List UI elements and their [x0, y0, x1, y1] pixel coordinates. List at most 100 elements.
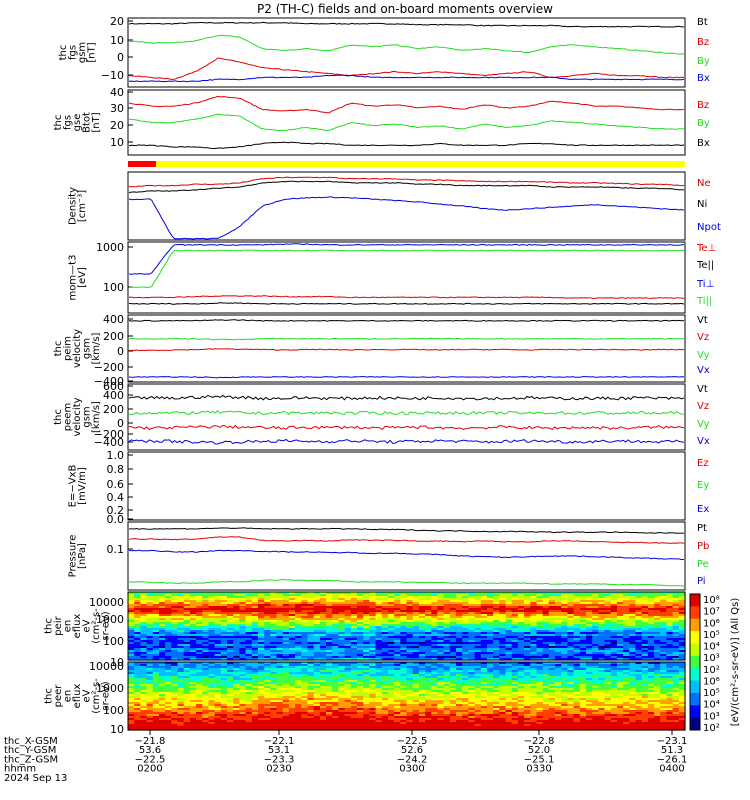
- spectrogram-cell: [474, 694, 482, 697]
- spectrogram-cell: [220, 614, 228, 617]
- spectrogram-cell: [425, 640, 432, 643]
- spectrogram-cell: [134, 612, 141, 615]
- spectrogram-cell: [412, 696, 420, 699]
- spectrogram-cell: [610, 650, 618, 653]
- spectrogram-cell: [134, 596, 141, 599]
- spectrogram-cell: [338, 606, 346, 609]
- spectrogram-cell: [152, 662, 160, 665]
- spectrogram-cell: [177, 636, 185, 639]
- spectrogram-cell: [672, 634, 680, 637]
- spectrogram-cell: [202, 658, 210, 661]
- spectrogram-cell: [592, 642, 599, 645]
- spectrogram-cell: [586, 622, 593, 625]
- spectrogram-cell: [567, 678, 575, 681]
- spectrogram-cell: [196, 618, 203, 621]
- spectrogram-cell: [561, 630, 568, 633]
- spectrogram-cell: [511, 694, 519, 697]
- spectrogram-cell: [220, 604, 228, 607]
- spectrogram-cell: [592, 596, 599, 599]
- spectrogram-cell: [146, 640, 154, 643]
- spectrogram-cell: [443, 644, 451, 647]
- spectrogram-cell: [171, 678, 179, 681]
- spectrogram-cell: [245, 628, 253, 631]
- spectrogram-cell: [152, 650, 160, 653]
- spectrogram-cell: [660, 694, 667, 697]
- spectrogram-cell: [678, 698, 686, 701]
- spectrogram-cell: [146, 684, 154, 687]
- spectrogram-cell: [276, 634, 284, 637]
- spectrogram-cell: [579, 684, 587, 687]
- spectrogram-cell: [245, 690, 253, 693]
- spectrogram-cell: [196, 672, 203, 675]
- spectrogram-cell: [623, 632, 630, 635]
- spectrogram-cell: [158, 608, 166, 611]
- spectrogram-cell: [623, 654, 630, 657]
- spectrogram-cell: [431, 602, 439, 605]
- spectrogram-cell: [171, 592, 179, 595]
- spectrogram-cell: [480, 638, 488, 641]
- spectrogram-cell: [171, 666, 179, 669]
- spectrogram-cell: [443, 672, 451, 675]
- spectrogram-cell: [295, 610, 302, 613]
- spectrogram-cell: [623, 658, 630, 661]
- spectrogram-cell: [171, 654, 179, 657]
- spectrogram-cell: [641, 620, 649, 623]
- spectrogram-cell: [487, 698, 494, 701]
- spectrogram-cell: [437, 648, 445, 651]
- spectrogram-cell: [357, 612, 364, 615]
- spectrogram-cell: [326, 636, 333, 639]
- spectrogram-cell: [561, 608, 568, 611]
- spectrogram-cell: [647, 698, 655, 701]
- spectrogram-cell: [307, 600, 315, 603]
- spectrogram-cell: [375, 602, 383, 605]
- spectrogram-cell: [536, 612, 544, 615]
- spectrogram-cell: [276, 644, 284, 647]
- spectrogram-cell: [672, 612, 680, 615]
- spectrogram-cell: [301, 596, 309, 599]
- spectrogram-cell: [400, 596, 408, 599]
- spectrogram-cell: [276, 640, 284, 643]
- spectrogram-cell: [654, 612, 661, 615]
- spectrogram-cell: [214, 674, 222, 677]
- spectrogram-cell: [158, 674, 166, 677]
- spectrogram-cell: [598, 664, 606, 667]
- spectrogram-cell: [418, 620, 426, 623]
- spectrogram-cell: [517, 668, 525, 671]
- spectrogram-cell: [468, 648, 476, 651]
- spectrogram-cell: [579, 640, 587, 643]
- spectrogram-cell: [239, 620, 247, 623]
- spectrogram-cell: [251, 668, 259, 671]
- spectrogram-cell: [350, 682, 358, 685]
- spectrogram-cell: [443, 632, 451, 635]
- spectrogram-cell: [524, 684, 531, 687]
- spectrogram-cell: [586, 688, 593, 691]
- spectrogram-cell: [326, 650, 333, 653]
- spectrogram-cell: [183, 634, 191, 637]
- spectrogram-cell: [678, 678, 686, 681]
- spectrogram-cell: [338, 628, 346, 631]
- spectrogram-cell: [394, 698, 401, 701]
- spectrogram-cell: [227, 602, 234, 605]
- spectrogram-cell: [592, 690, 599, 693]
- spectrogram-cell: [456, 636, 463, 639]
- spectrogram-cell: [264, 628, 271, 631]
- spectrogram-cell: [449, 688, 457, 691]
- spectrogram-cell: [350, 664, 358, 667]
- spectrogram-cell: [208, 678, 216, 681]
- spectrogram-cell: [288, 616, 296, 619]
- spectrogram-cell: [239, 696, 247, 699]
- y-tick-label: 10: [110, 723, 124, 736]
- spectrogram-cell: [437, 612, 445, 615]
- spectrogram-cell: [381, 636, 389, 639]
- spectrogram-cell: [660, 666, 667, 669]
- spectrogram-cell: [530, 684, 538, 687]
- spectrogram-cell: [511, 612, 519, 615]
- spectrogram-cell: [202, 678, 210, 681]
- spectrogram-cell: [134, 626, 141, 629]
- spectrogram-cell: [418, 628, 426, 631]
- spectrogram-cell: [474, 658, 482, 661]
- spectrogram-cell: [146, 688, 154, 691]
- spectrogram-cell: [227, 696, 234, 699]
- spectrogram-cell: [579, 680, 587, 683]
- spectrogram-cell: [616, 622, 624, 625]
